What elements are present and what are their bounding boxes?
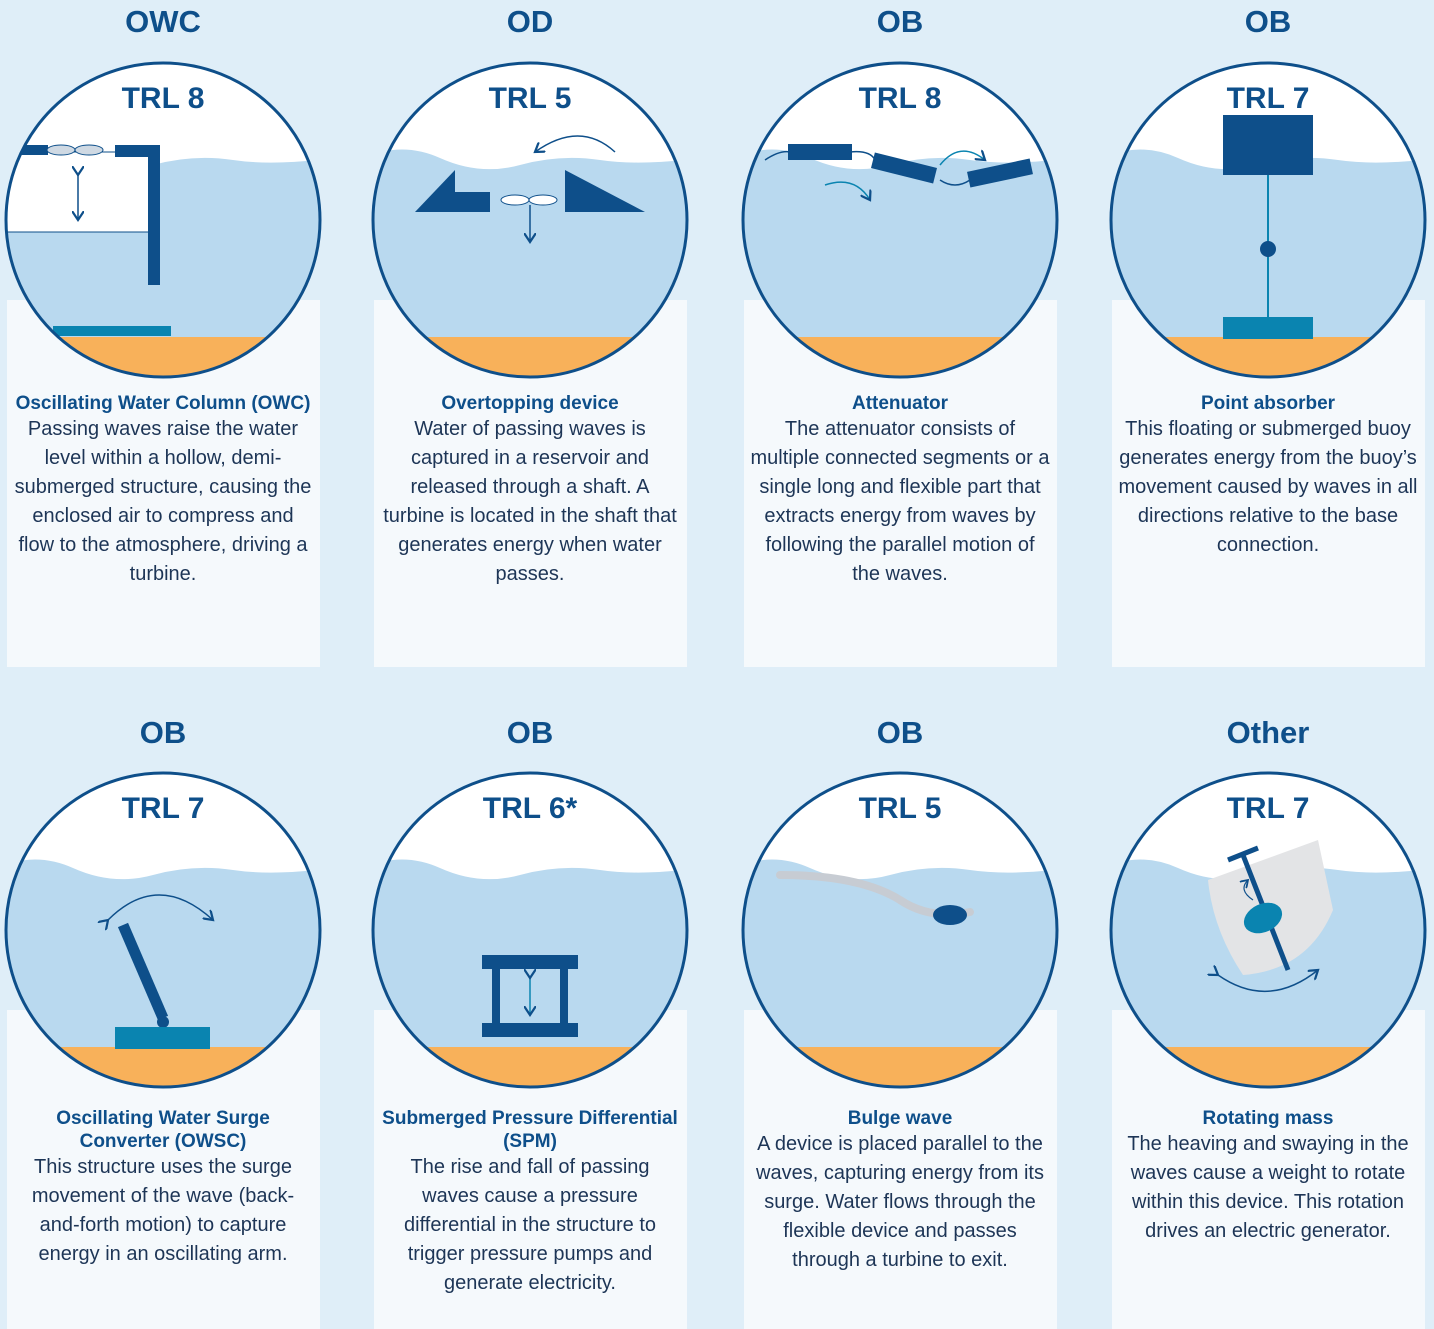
shaft-cap bbox=[1227, 845, 1259, 863]
segment bbox=[788, 144, 852, 160]
top-plate bbox=[482, 955, 578, 969]
pillar bbox=[560, 969, 568, 1023]
device-illustration bbox=[371, 771, 689, 1089]
turbine bbox=[528, 194, 558, 206]
circle-outline bbox=[1109, 771, 1427, 1089]
trl-label: TRL 8 bbox=[121, 82, 205, 115]
turbine bbox=[46, 144, 76, 156]
device-name: Bulge wave bbox=[847, 1108, 953, 1129]
water bbox=[6, 859, 320, 1087]
device-name: Oscillating Water Column (OWC) bbox=[15, 393, 311, 414]
reservoir-left bbox=[455, 192, 490, 212]
description: The attenuator consists of multiple conn… bbox=[750, 418, 1050, 585]
ramp-left bbox=[415, 170, 455, 212]
joint bbox=[1260, 241, 1276, 257]
circle-scene bbox=[743, 63, 1057, 377]
category: OD bbox=[506, 4, 554, 39]
category: OB bbox=[139, 715, 187, 750]
ramp-right bbox=[565, 170, 645, 212]
segment bbox=[871, 152, 937, 184]
trl-label: TRL 7 bbox=[1226, 82, 1310, 115]
arrow bbox=[535, 135, 616, 152]
circle-outline bbox=[371, 61, 689, 379]
description: The rise and fall of passing waves cause… bbox=[404, 1156, 656, 1294]
trl-label: TRL 8 bbox=[858, 82, 942, 115]
circle-outline bbox=[741, 771, 1059, 1089]
circle-scene bbox=[6, 63, 320, 377]
arrow bbox=[108, 894, 213, 920]
circle-outline bbox=[371, 771, 689, 1089]
device-name: Oscillating Water Surge Converter (OWSC) bbox=[56, 1108, 270, 1152]
description: The heaving and swaying in the waves cau… bbox=[1127, 1133, 1409, 1242]
category: OB bbox=[876, 4, 924, 39]
segment bbox=[967, 158, 1033, 188]
circle-scene bbox=[373, 63, 687, 377]
buoy bbox=[1223, 115, 1313, 175]
base bbox=[53, 326, 171, 336]
wall bbox=[148, 145, 160, 285]
trl-label: TRL 6* bbox=[482, 792, 578, 825]
device-illustration bbox=[741, 61, 1059, 379]
base bbox=[1223, 317, 1313, 339]
device-name: Attenuator bbox=[851, 393, 949, 414]
trl-label: TRL 7 bbox=[1226, 792, 1310, 825]
circle-outline bbox=[741, 61, 1059, 379]
base bbox=[115, 1027, 210, 1049]
trl-label: TRL 7 bbox=[121, 792, 205, 825]
description: Passing waves raise the water level with… bbox=[14, 418, 312, 585]
description: This structure uses the surge movement o… bbox=[31, 1156, 295, 1265]
arrow bbox=[939, 151, 985, 166]
device-illustration bbox=[4, 61, 322, 379]
mass bbox=[1243, 902, 1283, 934]
trl-label: TRL 5 bbox=[488, 82, 572, 115]
arm bbox=[117, 922, 169, 1021]
trl-label: TRL 5 bbox=[858, 792, 942, 825]
device-name: Overtopping device bbox=[441, 393, 619, 414]
description: Water of passing waves is captured in a … bbox=[383, 418, 677, 585]
device-name: Rotating mass bbox=[1202, 1108, 1334, 1129]
water bbox=[743, 859, 1057, 1087]
arrow bbox=[824, 181, 870, 200]
category: Other bbox=[1226, 715, 1310, 750]
category: OB bbox=[506, 715, 554, 750]
pillar bbox=[492, 969, 500, 1023]
turbine bbox=[74, 144, 104, 156]
duct bbox=[18, 145, 48, 155]
device-name: Point absorber bbox=[1200, 393, 1336, 414]
turbine bbox=[500, 194, 530, 206]
description: A device is placed parallel to the waves… bbox=[756, 1133, 1044, 1271]
water bbox=[743, 149, 1057, 377]
turbine bbox=[933, 905, 967, 925]
arrow bbox=[1218, 970, 1318, 993]
device-name: Submerged Pressure Differential (SPM) bbox=[382, 1108, 678, 1152]
circle-scene bbox=[743, 773, 1057, 1087]
bottom-plate bbox=[482, 1023, 578, 1037]
circle-scene bbox=[373, 773, 687, 1087]
description: This floating or submerged buoy generate… bbox=[1118, 418, 1418, 556]
device-illustration bbox=[741, 771, 1059, 1089]
circle-outline bbox=[1109, 61, 1427, 379]
hinge bbox=[157, 1016, 169, 1028]
category: OWC bbox=[125, 4, 201, 39]
circle-outline bbox=[4, 61, 322, 379]
category: OB bbox=[876, 715, 924, 750]
device-illustration bbox=[371, 61, 689, 379]
category: OB bbox=[1244, 4, 1292, 39]
arrow bbox=[1244, 880, 1254, 901]
circle-outline bbox=[4, 771, 322, 1089]
